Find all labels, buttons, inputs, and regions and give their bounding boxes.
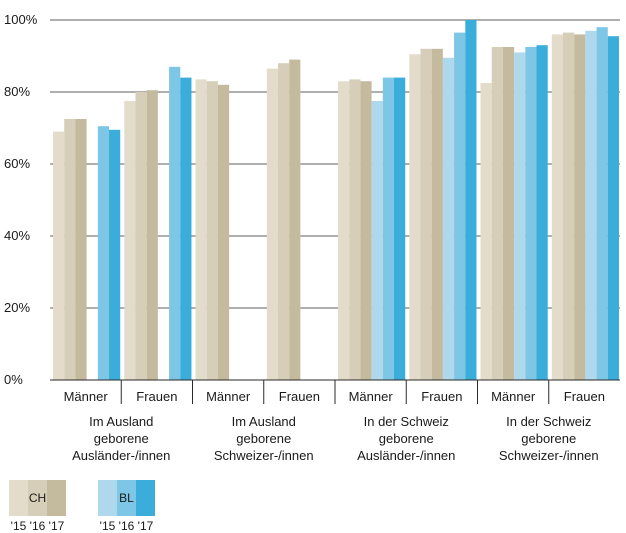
bar xyxy=(480,83,492,380)
x-subgroup-label: Männer xyxy=(64,389,109,404)
bar xyxy=(574,34,586,381)
bar xyxy=(53,131,65,380)
x-group-label: Im Ausland xyxy=(232,414,296,429)
legend-swatch-bl xyxy=(117,480,136,516)
x-subgroup-label: Männer xyxy=(206,389,251,404)
x-subgroup-label: Frauen xyxy=(421,389,462,404)
y-tick-label: 60% xyxy=(4,156,30,171)
legend-swatch-bl xyxy=(136,480,155,516)
bar xyxy=(514,52,526,381)
bar xyxy=(394,77,406,380)
legend-label-ch: CH xyxy=(29,491,46,505)
bar xyxy=(289,59,301,380)
x-group-label: geborene xyxy=(94,431,149,446)
legend-year-ch: '15 xyxy=(11,519,27,533)
bar xyxy=(75,119,87,380)
bar xyxy=(585,30,597,381)
bar xyxy=(217,84,230,381)
legend-year-bl: '17 xyxy=(138,519,154,533)
bar xyxy=(502,47,515,380)
bar xyxy=(169,66,181,381)
bar xyxy=(97,126,110,380)
bar xyxy=(360,81,372,380)
bar xyxy=(109,129,121,380)
x-group-label: Im Ausland xyxy=(89,414,153,429)
y-tick-label: 0% xyxy=(4,372,23,387)
bar xyxy=(420,48,432,381)
bar xyxy=(180,77,192,380)
bar xyxy=(431,48,443,381)
bar xyxy=(277,63,290,380)
bar xyxy=(525,47,537,380)
bar xyxy=(382,77,395,380)
bar xyxy=(135,92,147,380)
bar xyxy=(491,47,503,380)
bar xyxy=(206,81,218,380)
bar xyxy=(338,81,350,380)
bar xyxy=(349,79,361,381)
x-group-label: In der Schweiz xyxy=(506,414,591,429)
bar xyxy=(146,90,158,380)
legend-year-ch: '16 xyxy=(30,519,46,533)
y-tick-label: 40% xyxy=(4,228,30,243)
legend-year-ch: '17 xyxy=(49,519,65,533)
y-tick-label: 80% xyxy=(4,84,30,99)
y-tick-label: 20% xyxy=(4,300,30,315)
bar xyxy=(442,57,455,381)
x-group-label: Ausländer-/innen xyxy=(72,448,170,463)
legend-label-bl: BL xyxy=(119,491,134,505)
bar xyxy=(551,34,563,381)
x-subgroup-label: Frauen xyxy=(564,389,605,404)
bar xyxy=(371,101,383,380)
bar xyxy=(64,119,76,380)
bar xyxy=(124,101,136,380)
x-group-label: geborene xyxy=(236,431,291,446)
x-group-label: In der Schweiz xyxy=(364,414,449,429)
legend-swatch-ch xyxy=(47,480,66,516)
x-subgroup-label: Frauen xyxy=(279,389,320,404)
bar xyxy=(562,32,575,380)
bar xyxy=(465,20,477,380)
bar xyxy=(536,45,548,380)
bar xyxy=(266,68,278,380)
y-tick-label: 100% xyxy=(4,12,38,27)
x-group-label: Ausländer-/innen xyxy=(357,448,455,463)
bar xyxy=(195,79,207,381)
x-subgroup-label: Männer xyxy=(491,389,536,404)
legend-year-bl: '15 xyxy=(100,519,116,533)
legend-year-bl: '16 xyxy=(119,519,135,533)
x-group-label: geborene xyxy=(379,431,434,446)
x-subgroup-label: Frauen xyxy=(136,389,177,404)
bar xyxy=(454,32,466,380)
x-subgroup-label: Männer xyxy=(349,389,394,404)
legend-swatch-bl xyxy=(98,480,117,516)
legend-swatch-ch xyxy=(28,480,47,516)
bar xyxy=(607,36,619,380)
legend-swatch-ch xyxy=(9,480,28,516)
bar xyxy=(409,54,421,380)
x-group-label: geborene xyxy=(521,431,576,446)
x-group-label: Schweizer-/innen xyxy=(499,448,599,463)
bar xyxy=(596,27,608,380)
x-group-label: Schweizer-/innen xyxy=(214,448,314,463)
